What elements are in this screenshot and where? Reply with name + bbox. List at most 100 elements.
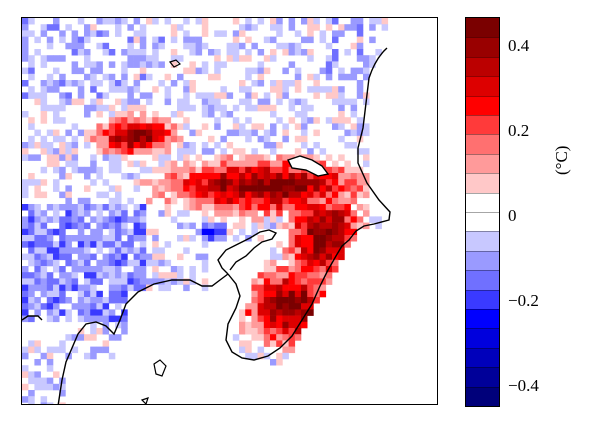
- map-cell: [84, 284, 91, 292]
- map-cell: [115, 210, 122, 217]
- map-cell: [189, 142, 196, 149]
- map-cell: [294, 30, 302, 37]
- map-cell: [96, 216, 103, 223]
- map-cell: [65, 191, 72, 199]
- map-cell: [319, 266, 327, 273]
- map-cell: [294, 290, 302, 298]
- map-cell: [338, 247, 345, 254]
- map-cell: [344, 160, 351, 168]
- map-cell: [133, 18, 141, 25]
- map-cell: [319, 216, 327, 223]
- map-cell: [77, 216, 85, 223]
- map-cell: [170, 49, 178, 56]
- map-cell: [71, 278, 79, 285]
- map-cell: [115, 160, 122, 168]
- map-cell: [22, 371, 29, 378]
- map-cell: [313, 129, 320, 137]
- map-cell: [102, 328, 110, 335]
- map-cell: [338, 24, 345, 31]
- map-cell: [338, 86, 345, 93]
- map-cell: [133, 222, 141, 230]
- map-cell: [276, 179, 283, 186]
- map-cell: [77, 80, 85, 87]
- map-cell: [177, 278, 184, 285]
- map-cell: [40, 352, 48, 360]
- map-cell: [59, 309, 66, 316]
- map-cell: [301, 259, 308, 267]
- map-cell: [121, 278, 128, 285]
- map-cell: [177, 154, 184, 161]
- map-cell: [307, 210, 314, 217]
- colorbar-segment: [466, 76, 499, 97]
- map-cell: [84, 30, 91, 37]
- map-cell: [133, 160, 141, 168]
- map-cell: [356, 185, 364, 192]
- map-cell: [375, 216, 382, 223]
- map-cell: [338, 117, 345, 124]
- map-cell: [325, 197, 333, 205]
- map-cell: [195, 49, 203, 56]
- map-cell: [220, 204, 227, 211]
- map-cell: [59, 135, 66, 143]
- map-cell: [294, 228, 302, 236]
- map-cell: [139, 235, 147, 242]
- map-cell: [28, 173, 35, 180]
- map-cell: [251, 228, 258, 236]
- map-cell: [294, 272, 302, 279]
- map-cell: [369, 18, 376, 25]
- map-cell: [350, 24, 358, 31]
- map-cell: [319, 30, 327, 37]
- map-cell: [152, 259, 159, 267]
- map-cell: [226, 142, 234, 149]
- map-cell: [282, 222, 289, 230]
- colorbar-divider: [466, 367, 499, 369]
- map-cell: [28, 396, 35, 403]
- map-cell: [245, 352, 252, 360]
- map-cell: [183, 142, 190, 149]
- map-cell: [325, 61, 333, 68]
- map-cell: [108, 259, 116, 267]
- map-cell: [239, 210, 246, 217]
- map-cell: [53, 309, 60, 316]
- map-cell: [84, 352, 91, 360]
- map-cell: [96, 129, 103, 137]
- map-cell: [115, 18, 122, 25]
- map-cell: [276, 191, 283, 199]
- colorbar-tick-label: −0.2: [508, 291, 539, 310]
- map-cell: [34, 185, 41, 192]
- map-cell: [127, 98, 134, 106]
- map-cell: [356, 92, 364, 99]
- map-cell: [183, 173, 190, 180]
- map-cell: [319, 253, 327, 261]
- map-cell: [294, 148, 302, 155]
- map-cell: [84, 334, 91, 341]
- map-cell: [270, 303, 277, 310]
- map-cell: [257, 166, 265, 174]
- map-cell: [220, 30, 227, 37]
- coastline-west-edge: [22, 315, 43, 321]
- map-cell: [158, 166, 165, 174]
- map-cell: [34, 253, 41, 261]
- map-cell: [301, 309, 308, 316]
- map-cell: [28, 253, 35, 261]
- map-cell: [257, 204, 265, 211]
- map-cell: [214, 154, 221, 161]
- map-cell: [325, 228, 333, 236]
- map-cell: [108, 216, 116, 223]
- map-cell: [90, 309, 97, 316]
- map-cell: [115, 117, 122, 124]
- map-cell: [46, 315, 54, 323]
- map-cell: [208, 148, 215, 155]
- map-cell: [183, 191, 190, 199]
- map-cell: [282, 328, 289, 335]
- map-cell: [245, 98, 252, 106]
- map-cell: [115, 30, 122, 37]
- map-cell: [263, 160, 271, 168]
- map-cell: [28, 222, 35, 230]
- map-cell: [77, 67, 85, 75]
- map-cell: [356, 166, 364, 174]
- map-cell: [307, 191, 314, 199]
- map-cell: [40, 166, 48, 174]
- map-cell: [282, 197, 289, 205]
- map-cell: [350, 210, 358, 217]
